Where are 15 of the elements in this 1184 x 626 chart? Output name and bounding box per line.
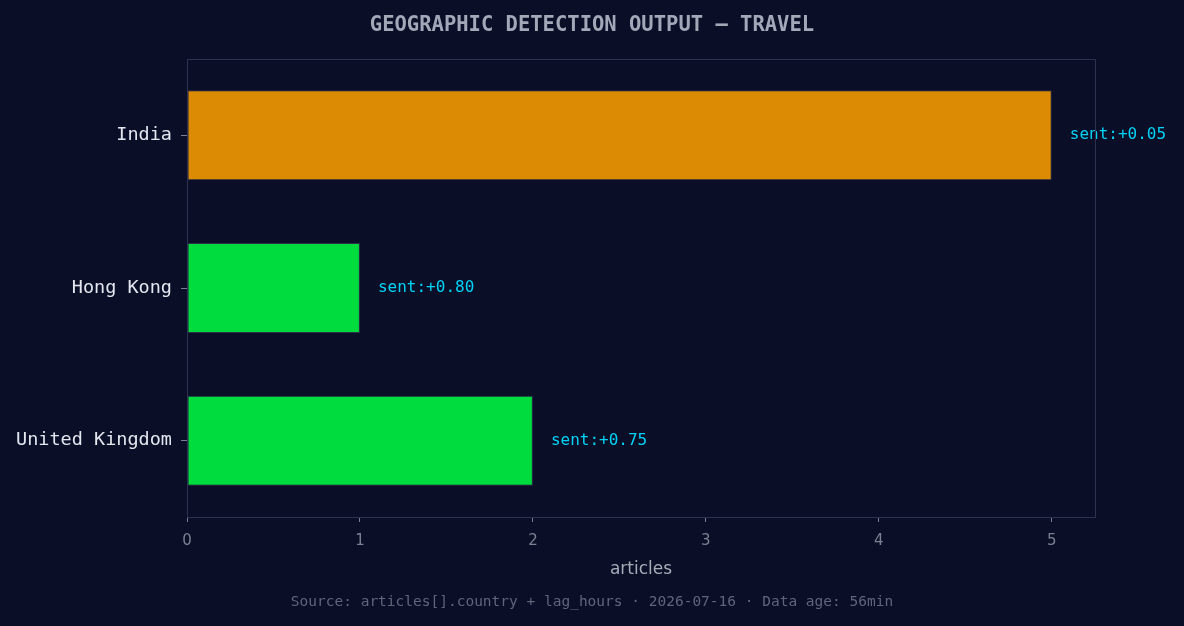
- x-tick-label: 3: [701, 530, 711, 549]
- annotation: sent:+0.05: [1069, 124, 1167, 144]
- x-tick-label: 0: [182, 530, 192, 549]
- x-tick-label: 2: [528, 530, 538, 549]
- y-tick-label: Hong Kong: [71, 275, 172, 297]
- source-note: Source: articles[].country + lag_hours · 2026-07-16 · Data age: 56min: [290, 593, 894, 609]
- annotation: sent:+0.75: [550, 429, 648, 449]
- y-tick-label: United Kingdom: [16, 428, 172, 450]
- y-tick-label: India: [116, 123, 172, 145]
- x-tick-label: 5: [1046, 530, 1057, 549]
- x-tick-label: 1: [355, 530, 365, 549]
- x-axis-title: articles: [609, 558, 673, 579]
- x-tick-label: 4: [874, 530, 884, 549]
- annotation: sent:+0.80: [377, 277, 475, 297]
- chart-title: GEOGRAPHIC DETECTION OUTPUT — TRAVEL: [368, 12, 816, 36]
